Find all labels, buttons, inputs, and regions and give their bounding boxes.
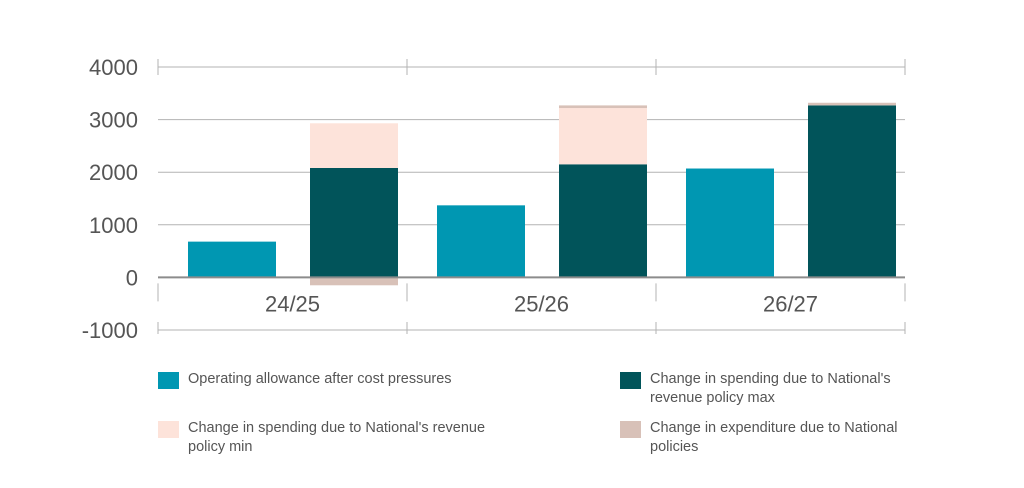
- legend-label: Change in spending due to National's rev…: [188, 420, 486, 455]
- bar: [559, 164, 647, 278]
- legend-item-national-policies: Change in expenditure due to National po…: [620, 419, 900, 457]
- x-axis-labels: 24/25 25/26 26/27: [265, 291, 818, 316]
- legend-label: Change in expenditure due to National po…: [650, 420, 898, 455]
- y-tick-label: 4000: [89, 55, 138, 80]
- bar: [808, 102, 896, 106]
- y-tick-label: -1000: [82, 318, 138, 343]
- bar: [310, 167, 398, 278]
- y-tick-label: 1000: [89, 213, 138, 238]
- bar: [559, 105, 647, 109]
- y-tick-label: 2000: [89, 160, 138, 185]
- bar: [808, 105, 896, 278]
- bar: [310, 277, 398, 286]
- x-tick-label: 25/26: [514, 291, 569, 316]
- legend-label: Operating allowance after cost pressures: [188, 371, 452, 387]
- legend-swatch: [158, 372, 179, 389]
- bar: [686, 168, 774, 278]
- bars: [188, 102, 896, 286]
- y-axis-labels: 4000 3000 2000 1000 0 -1000: [82, 55, 138, 343]
- legend-swatch: [620, 372, 641, 389]
- legend-swatch: [158, 421, 179, 438]
- bar: [437, 205, 525, 278]
- legend: Operating allowance after cost pressures…: [158, 366, 938, 466]
- bar: [188, 241, 276, 278]
- x-tick-label: 24/25: [265, 291, 320, 316]
- legend-item-revenue-policy-max: Change in spending due to National's rev…: [620, 370, 900, 408]
- y-tick-label: 0: [126, 265, 138, 290]
- legend-item-revenue-policy-min: Change in spending due to National's rev…: [158, 419, 488, 457]
- legend-label: Change in spending due to National's rev…: [650, 371, 891, 406]
- bar: [310, 123, 398, 168]
- y-tick-label: 3000: [89, 108, 138, 133]
- gridlines: [157, 59, 906, 334]
- bar: [559, 108, 647, 165]
- legend-swatch: [620, 421, 641, 438]
- bar-chart: 4000 3000 2000 1000 0 -1000 24/25 25/26 26/27: [82, 55, 906, 343]
- x-tick-label: 26/27: [763, 291, 818, 316]
- legend-item-operating-allowance: Operating allowance after cost pressures: [158, 370, 508, 389]
